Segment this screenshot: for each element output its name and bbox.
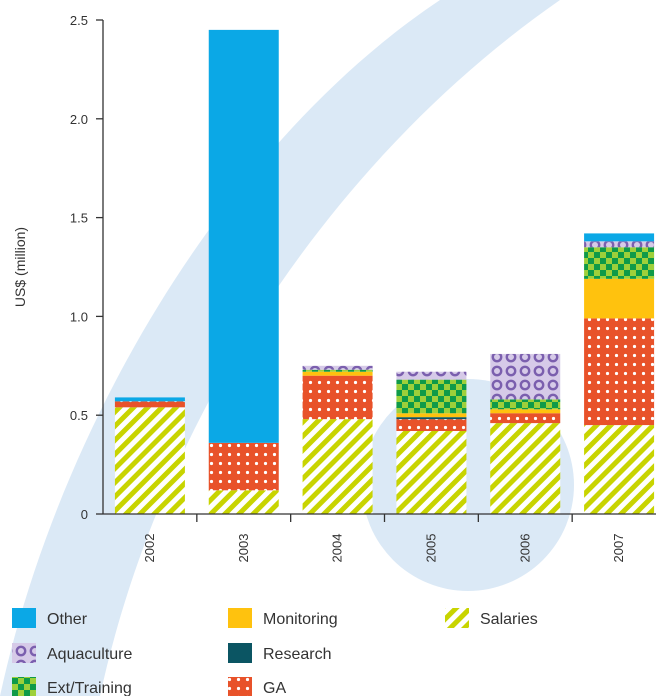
x-tick-label: 2003	[236, 534, 251, 563]
bar-segment-monitoring-2007	[584, 278, 655, 319]
y-axis-title: US$ (million)	[12, 227, 28, 307]
bar-segment-other-2003	[208, 29, 279, 443]
bar-segment-salaries-2004	[302, 419, 373, 514]
bar-segment-ga-2006	[490, 413, 561, 424]
legend-label-monitoring: Monitoring	[263, 611, 338, 628]
bar-segment-aquaculture-2005	[396, 371, 467, 380]
x-tick-label: 2007	[611, 534, 626, 563]
bar-segment-aquaculture-2006	[490, 353, 561, 400]
bar-segment-aquaculture-2007	[584, 241, 655, 248]
legend-label-research: Research	[263, 646, 331, 663]
x-axis-ticks: 2002 2003 2004 2005 2006 2007	[142, 514, 626, 562]
y-tick-label: 0	[81, 507, 88, 522]
legend-label-ga: GA	[263, 680, 286, 696]
bars-layer	[114, 29, 655, 514]
bar-segment-ga-2007	[584, 318, 655, 426]
x-tick-label: 2002	[142, 534, 157, 563]
bar-segment-aquaculture-2004	[302, 365, 373, 370]
y-axis-ticks: 0 0.5 1.0 1.5 2.0 2.5	[70, 13, 103, 522]
legend-label-ext_training: Ext/Training	[47, 680, 132, 696]
legend-swatch-other	[12, 608, 36, 628]
y-tick-label: 1.0	[70, 309, 88, 324]
y-tick-label: 2.5	[70, 13, 88, 28]
bar-segment-salaries-2007	[584, 425, 655, 514]
bar-segment-ga-2004	[302, 375, 373, 420]
legend: Other Aquaculture Ext/Training Monitoring Re…	[12, 608, 538, 696]
y-tick-label: 1.5	[70, 211, 88, 226]
bar-segment-monitoring-2006	[490, 409, 561, 414]
legend-swatch-ga	[228, 677, 252, 696]
bar-segment-salaries-2002	[114, 407, 185, 514]
bar-segment-ga-2005	[396, 419, 467, 432]
legend-swatch-salaries	[445, 608, 469, 628]
x-tick-label: 2006	[517, 534, 532, 563]
bar-segment-monitoring-2004	[302, 371, 373, 376]
x-tick-label: 2004	[330, 534, 345, 563]
y-tick-label: 0.5	[70, 408, 88, 423]
x-tick-label: 2005	[423, 534, 438, 563]
legend-swatch-ext_training	[12, 677, 36, 696]
background-decoration	[0, 0, 574, 696]
y-tick-label: 2.0	[70, 112, 88, 127]
bar-segment-other-2002	[114, 397, 185, 402]
legend-label-salaries: Salaries	[480, 611, 538, 628]
bar-segment-ga-2002	[114, 401, 185, 408]
bar-segment-ext_training-2007	[584, 247, 655, 279]
legend-swatch-monitoring	[228, 608, 252, 628]
legend-label-other: Other	[47, 611, 88, 628]
bar-segment-ext_training-2006	[490, 399, 561, 410]
bar-segment-ext_training-2005	[396, 379, 467, 414]
bar-segment-ga-2003	[208, 442, 279, 491]
bar-segment-ext_training-2004	[302, 369, 373, 372]
axes	[102, 20, 656, 515]
bar-segment-monitoring-2005	[396, 413, 467, 418]
bar-segment-research-2005	[396, 417, 467, 420]
legend-swatch-research	[228, 643, 252, 663]
legend-label-aquaculture: Aquaculture	[47, 646, 132, 663]
bar-segment-salaries-2005	[396, 431, 467, 514]
legend-swatch-aquaculture	[12, 643, 36, 663]
bar-segment-salaries-2003	[208, 490, 279, 514]
bar-segment-other-2007	[584, 233, 655, 242]
bar-segment-salaries-2006	[490, 423, 561, 514]
